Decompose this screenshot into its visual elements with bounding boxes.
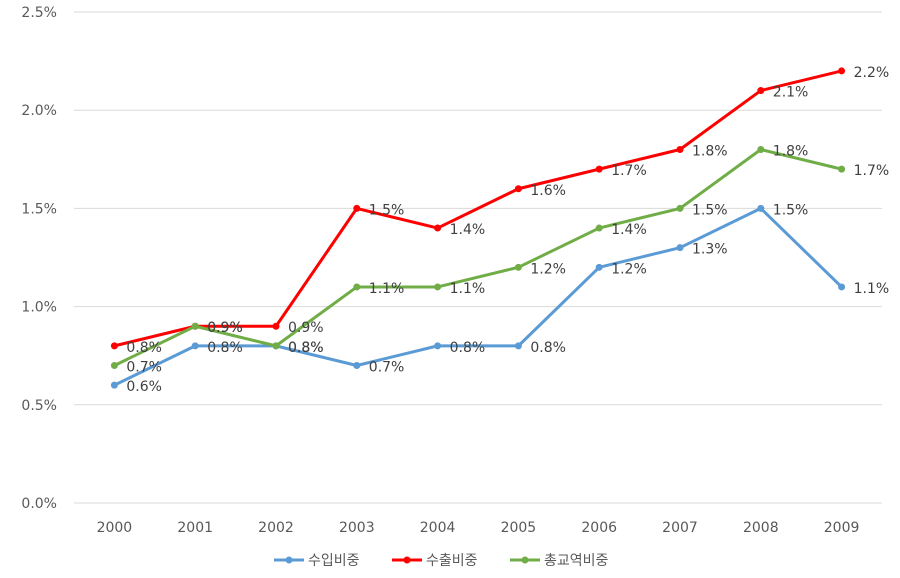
data-point [676, 204, 684, 212]
data-label: 0.9% [207, 320, 243, 336]
data-point [514, 263, 522, 271]
legend-swatch-marker [521, 556, 529, 564]
data-label: 0.8% [530, 340, 566, 356]
y-tick-label: 1.5% [21, 201, 57, 217]
data-point [272, 322, 280, 330]
data-label: 1.7% [611, 163, 647, 179]
data-point [838, 67, 846, 75]
data-label: 1.5% [369, 202, 405, 218]
x-tick-label: 2003 [339, 520, 375, 536]
series-line-1 [113, 206, 843, 387]
data-point [514, 342, 522, 350]
x-tick-label: 2006 [581, 520, 617, 536]
x-tick-label: 2000 [97, 520, 133, 536]
data-point [353, 283, 361, 291]
data-label: 1.4% [611, 222, 647, 238]
data-point [110, 362, 118, 370]
data-point [676, 145, 684, 153]
y-tick-label: 0.0% [21, 496, 57, 512]
data-label: 0.7% [369, 360, 405, 376]
data-point [353, 204, 361, 212]
series-line-2 [114, 69, 842, 348]
series-line-3 [113, 147, 842, 367]
data-label: 1.3% [692, 242, 728, 258]
data-label: 2.1% [773, 85, 809, 101]
legend-label: 수입비중 [308, 553, 360, 569]
data-label: 0.7% [126, 360, 162, 376]
data-label: 1.1% [854, 281, 890, 297]
data-label: 0.8% [126, 340, 162, 356]
data-label: 1.2% [530, 261, 566, 277]
data-label: 1.1% [369, 281, 405, 297]
x-tick-label: 2005 [501, 520, 537, 536]
x-tick-label: 2007 [662, 520, 698, 536]
data-label: 0.8% [450, 340, 486, 356]
data-label: 1.7% [854, 163, 890, 179]
y-tick-label: 2.0% [21, 103, 57, 119]
data-label: 1.8% [773, 143, 809, 159]
data-point [838, 283, 846, 291]
gridlines [74, 11, 882, 504]
data-point [595, 263, 603, 271]
data-label: 0.8% [288, 340, 324, 356]
data-labels: 0.6% 0.8% 0.8% 0.7% 0.8% 0.8% 1.2% 1.3% 1.5% 1.1%… [126, 65, 889, 395]
x-tick-label: 2002 [258, 520, 294, 536]
data-point [353, 362, 361, 370]
data-label: 1.2% [611, 261, 647, 277]
y-tick-label: 2.5% [21, 5, 57, 21]
data-point [838, 165, 846, 173]
data-label: 1.8% [692, 143, 728, 159]
data-point [434, 342, 442, 350]
data-label: 2.2% [854, 65, 890, 81]
data-point [434, 283, 442, 291]
data-label: 0.6% [126, 379, 162, 395]
y-tick-label: 0.5% [21, 398, 57, 414]
data-label: 1.6% [530, 183, 566, 199]
legend-swatch-marker [285, 556, 293, 564]
data-point [272, 342, 280, 350]
data-label: 0.9% [207, 320, 243, 336]
legend-swatch-marker [403, 556, 411, 564]
data-point [110, 342, 118, 350]
legend: 수입비중 수출비중 총교역비중 [274, 553, 609, 569]
data-point [757, 145, 765, 153]
data-point [110, 381, 118, 389]
data-label: 1.5% [692, 202, 728, 218]
data-point [434, 224, 442, 232]
data-point [514, 185, 522, 193]
data-label: 0.9% [288, 320, 324, 336]
data-point [757, 87, 765, 95]
data-label: 1.1% [450, 281, 486, 297]
data-point [676, 244, 684, 252]
data-label: 0.8% [288, 340, 324, 356]
series-lines [110, 67, 846, 389]
legend-label: 수출비중 [426, 553, 478, 569]
data-label: 0.8% [207, 340, 243, 356]
x-tick-label: 2001 [177, 520, 213, 536]
data-label: 1.5% [773, 202, 809, 218]
data-point [595, 165, 603, 173]
x-tick-label: 2009 [824, 520, 860, 536]
y-tick-label: 1.0% [21, 300, 57, 316]
x-tick-label: 2008 [743, 520, 779, 536]
data-point [595, 224, 603, 232]
x-tick-label: 2004 [420, 520, 456, 536]
data-point [757, 204, 765, 212]
legend-label: 총교역비중 [544, 553, 609, 569]
y-axis: 0.0% 0.5% 1.0% 1.5% 2.0% 2.5% [21, 5, 57, 512]
x-axis: 2000 2001 2002 2003 2004 2005 2006 2007 2008 2009 [97, 520, 860, 536]
data-point [191, 322, 199, 330]
data-label: 1.4% [450, 222, 486, 238]
data-point [191, 342, 199, 350]
